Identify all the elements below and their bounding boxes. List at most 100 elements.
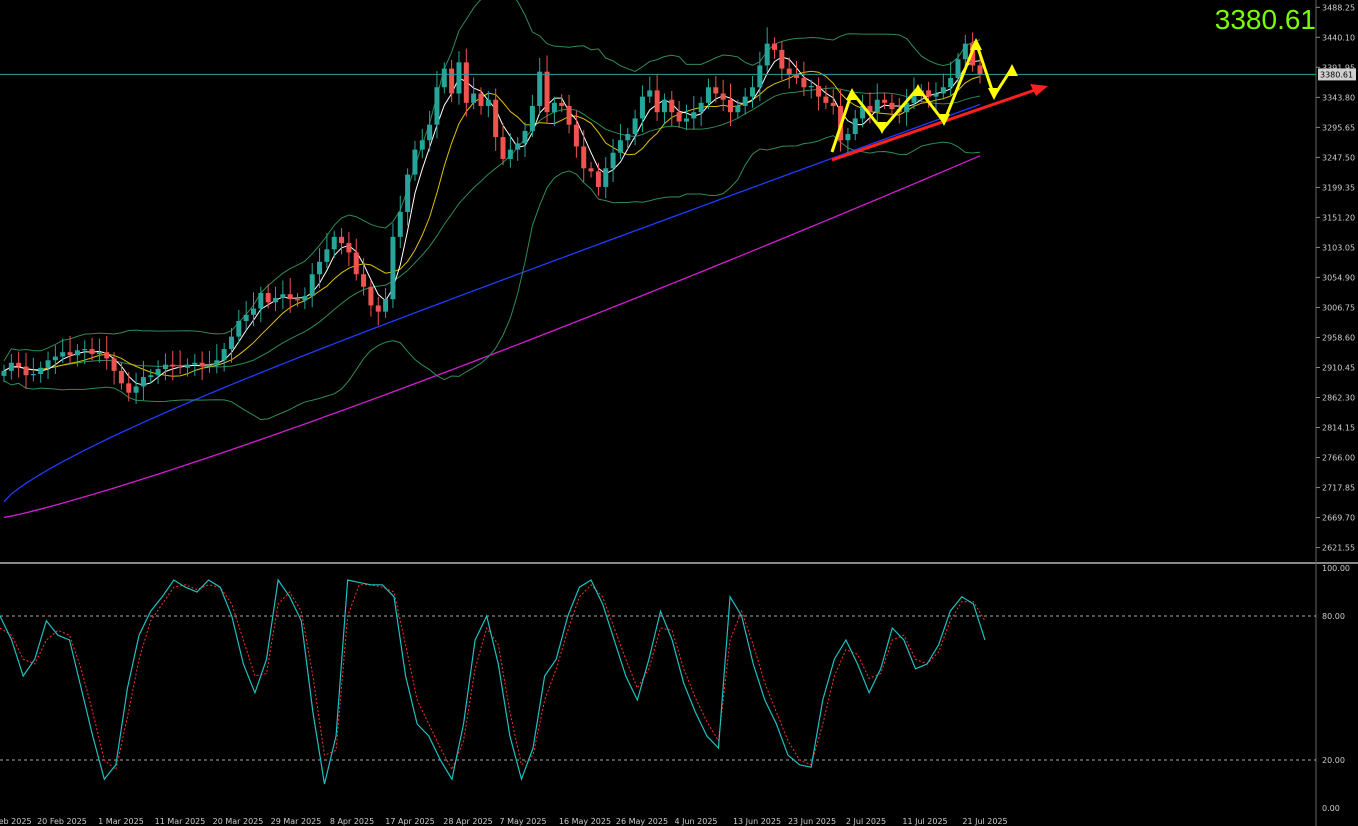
candle: [617, 124, 623, 159]
candle-body: [126, 383, 132, 393]
candle: [625, 127, 631, 149]
trend-arrow-line: [831, 88, 1036, 162]
candle-body: [221, 349, 227, 361]
candle-body: [463, 62, 469, 103]
candle: [192, 354, 198, 376]
candle-body: [933, 93, 939, 97]
candle: [882, 93, 888, 110]
candle: [118, 362, 124, 390]
candle-body: [610, 152, 616, 169]
candle-body: [940, 87, 946, 94]
candle: [38, 361, 44, 383]
candle-body: [184, 364, 190, 368]
candle-body: [206, 364, 212, 367]
candle-body: [566, 105, 572, 125]
candle-body: [889, 102, 895, 110]
price-tick-label: 3103.05: [1322, 243, 1355, 252]
candle: [170, 350, 176, 381]
trend-arrowhead: [1030, 84, 1048, 96]
candle: [478, 87, 484, 115]
candle: [353, 238, 359, 281]
candle: [683, 104, 689, 131]
candle-body: [471, 93, 477, 103]
candle: [236, 309, 242, 343]
candle-body: [764, 43, 770, 66]
candle-body: [823, 96, 829, 103]
candle-body: [317, 261, 323, 275]
price-tick-label: 3199.35: [1322, 183, 1355, 192]
candle: [632, 109, 638, 146]
candle-body: [111, 358, 117, 371]
candle-body: [617, 140, 623, 153]
candle: [874, 83, 880, 126]
price-tick-label: 3295.65: [1322, 123, 1355, 132]
candle-body: [199, 362, 205, 367]
candle: [786, 57, 792, 89]
candle-body: [361, 274, 367, 287]
candle: [214, 344, 220, 374]
candle-body: [441, 68, 447, 88]
candle-body: [970, 43, 976, 66]
candle: [544, 55, 550, 124]
candle: [324, 233, 330, 269]
candle-body: [67, 352, 73, 356]
candle-body: [390, 236, 396, 300]
candle-body: [551, 102, 557, 113]
candle-body: [588, 168, 594, 172]
candle-body: [368, 286, 374, 306]
candle-body: [661, 99, 667, 113]
candle-body: [955, 59, 961, 78]
candle: [779, 41, 785, 80]
candle-body: [214, 360, 220, 365]
candle: [199, 351, 205, 381]
bollinger-upper: [3, 0, 981, 362]
candle-body: [874, 99, 880, 113]
candle-body: [427, 124, 433, 141]
candle: [845, 127, 851, 154]
candle: [757, 51, 763, 101]
candle: [331, 230, 337, 259]
candle-body: [346, 243, 352, 253]
candle-body: [60, 352, 66, 357]
candle: [228, 327, 234, 363]
candle: [82, 340, 88, 365]
candle-body: [500, 137, 506, 159]
candle-body: [375, 305, 381, 312]
candle: [8, 354, 14, 380]
candle-body: [265, 292, 271, 303]
candle: [830, 89, 836, 115]
candle: [133, 372, 139, 404]
candle-body: [639, 96, 645, 119]
candle: [507, 133, 513, 168]
candle: [45, 351, 51, 379]
candle: [610, 139, 616, 183]
candle: [96, 338, 102, 363]
candle-body: [816, 86, 822, 97]
candle-body: [485, 99, 491, 106]
candle: [434, 71, 440, 139]
candle-body: [794, 74, 800, 78]
candle-body: [478, 93, 484, 106]
date-tick-label: Feb 2025: [0, 817, 32, 826]
candle-body: [808, 86, 814, 88]
candle-body: [507, 149, 513, 159]
candle: [74, 344, 80, 367]
candle: [361, 258, 367, 296]
candle: [258, 286, 264, 323]
date-tick-label: 21 Jul 2025: [962, 817, 1007, 826]
candle-body: [926, 90, 932, 97]
zigzag-arrowhead-up: [846, 88, 858, 100]
candle: [595, 162, 601, 196]
candle-body: [82, 349, 88, 351]
candle-body: [170, 364, 176, 367]
candle: [368, 280, 374, 317]
candle-body: [243, 314, 249, 322]
candle: [383, 287, 389, 318]
zigzag-arrowhead-down: [988, 88, 1000, 100]
price-tick-label: 3247.50: [1322, 153, 1355, 162]
candle-body: [735, 105, 741, 113]
price-tick-label: 2669.70: [1322, 514, 1355, 523]
date-tick-label: 20 Feb 2025: [37, 817, 87, 826]
candle: [794, 61, 800, 85]
